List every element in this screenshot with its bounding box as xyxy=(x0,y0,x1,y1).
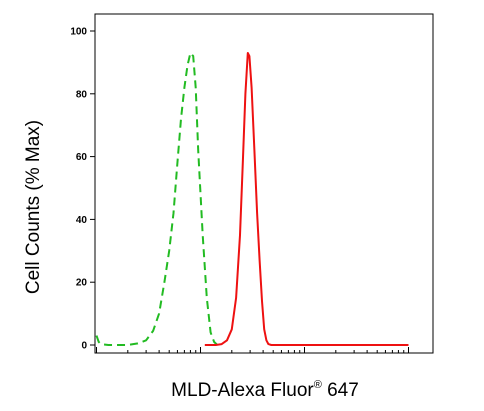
x-axis-title-main: MLD-Alexa Fluor xyxy=(171,380,314,401)
y-axis-tick-labels: 0 20 40 60 80 100 xyxy=(70,27,87,352)
histogram-series xyxy=(95,52,409,346)
y-tick-label-100: 100 xyxy=(70,27,87,38)
x-axis-title-suffix: 647 xyxy=(322,380,359,401)
series-line-1 xyxy=(95,52,218,346)
x-axis-title-superscript: ® xyxy=(314,379,322,391)
y-tick-label-0: 0 xyxy=(81,341,87,352)
x-axis-ticks xyxy=(96,347,409,353)
y-tick-label-40: 40 xyxy=(76,215,88,226)
y-tick-label-20: 20 xyxy=(76,278,88,289)
plot-frame xyxy=(94,13,434,354)
y-axis-title: Cell Counts (% Max) xyxy=(23,120,44,294)
x-axis-title: MLD-Alexa Fluor® 647 xyxy=(171,379,359,401)
y-tick-label-60: 60 xyxy=(76,152,88,163)
series-line-2 xyxy=(204,52,409,346)
y-tick-label-80: 80 xyxy=(76,89,88,100)
y-axis-ticks xyxy=(90,30,95,346)
